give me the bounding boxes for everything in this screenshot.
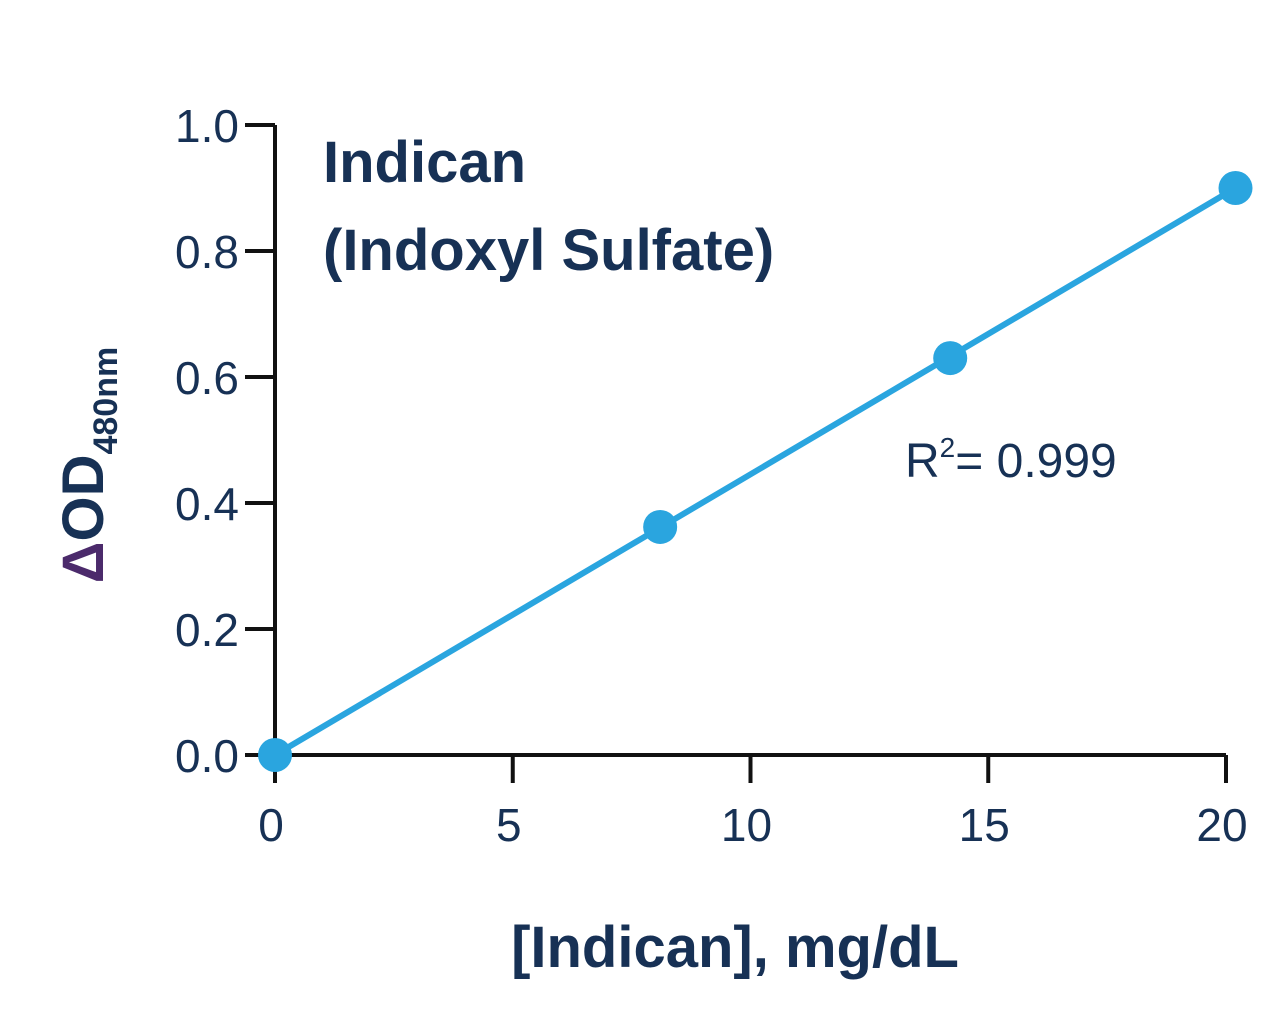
y-axis-label-delta: Δ xyxy=(51,542,116,584)
y-tick-label: 0.0 xyxy=(175,730,239,782)
data-point xyxy=(258,738,292,772)
r-squared-value: = 0.999 xyxy=(955,435,1116,488)
y-axis-label-subscript: 480nm xyxy=(87,347,125,455)
data-point xyxy=(933,341,968,376)
y-tick-label: 0.6 xyxy=(175,352,239,404)
data-point xyxy=(643,509,678,544)
x-tick-label: 10 xyxy=(721,799,772,851)
y-tick-label: 1.0 xyxy=(175,100,239,152)
chart-title-line-1: Indican xyxy=(323,130,526,195)
y-tick-label: 0.4 xyxy=(175,478,239,530)
y-tick-label: 0.2 xyxy=(175,604,239,656)
chart-title-line-2: (Indoxyl Sulfate) xyxy=(323,218,774,283)
r-squared-annotation: R2= 0.999 xyxy=(905,432,1117,488)
y-axis-label: ΔOD480nm xyxy=(51,347,125,583)
fit-line xyxy=(272,185,1239,758)
fit-line-group xyxy=(272,185,1239,758)
y-tick-label: 0.8 xyxy=(175,226,239,278)
r-squared-sup: 2 xyxy=(940,432,956,463)
x-tick-label: 0 xyxy=(258,799,284,851)
data-points xyxy=(258,171,1253,772)
ticks: 0.0 0.2 0.4 0.6 0.8 1.0 0 5 10 15 20 xyxy=(175,100,1248,851)
data-point xyxy=(1218,171,1253,205)
x-axis-label: [Indican], mg/dL xyxy=(511,915,959,980)
y-axis-label-main: OD xyxy=(51,455,116,542)
x-tick-label: 5 xyxy=(496,799,522,851)
x-tick-label: 15 xyxy=(959,799,1010,851)
r-squared-r: R xyxy=(905,435,940,488)
x-tick-label: 20 xyxy=(1196,799,1247,851)
